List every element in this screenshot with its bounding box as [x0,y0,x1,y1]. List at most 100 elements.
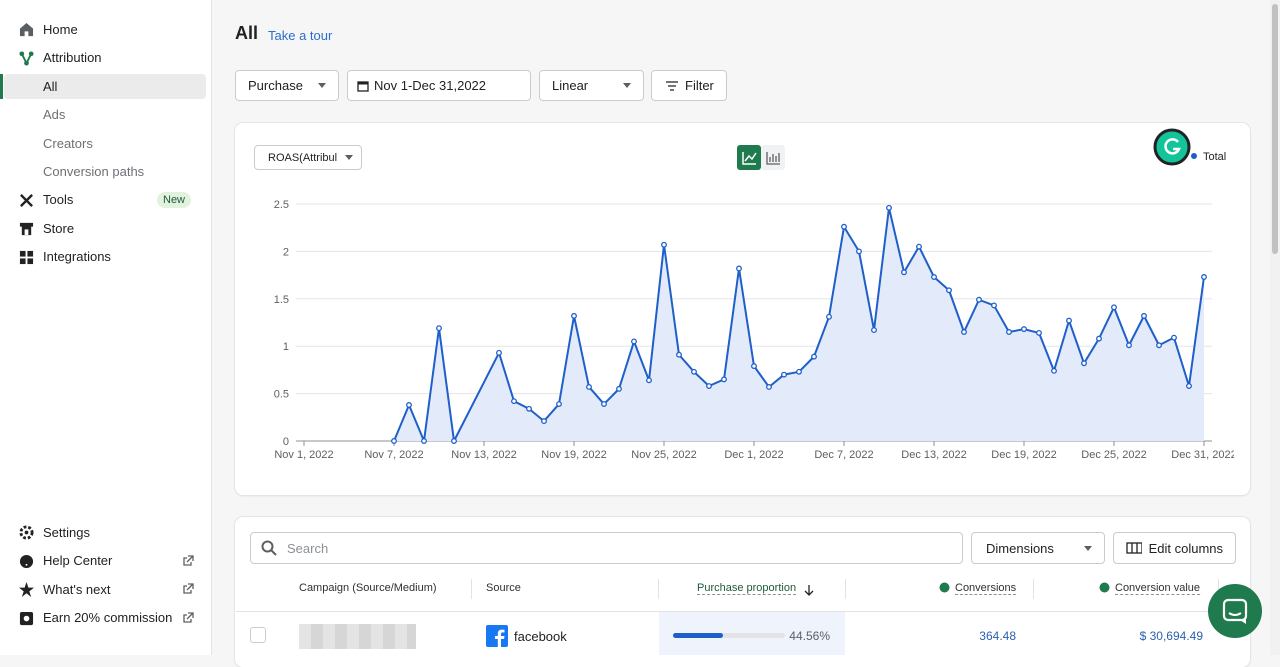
integrations-icon [19,250,34,265]
chart-type-toggle[interactable] [737,145,785,170]
date-picker[interactable]: Nov 1-Dec 31,2022 [347,70,531,101]
info-icon [939,582,950,593]
point [631,338,637,345]
nav-integrations[interactable]: Integrations [43,249,111,264]
point [1201,274,1207,280]
external-link-icons [183,555,194,623]
point [706,383,712,389]
metric-select[interactable]: ROAS(Attribul [254,145,362,170]
nav-settings[interactable]: Settings [43,525,90,540]
point [826,313,832,320]
nav-store[interactable]: Store [43,221,75,236]
filter-button[interactable]: Filter [651,70,727,101]
caret [1084,545,1092,551]
metric-value: ROAS(Attribul [268,151,338,164]
search-input[interactable]: Search [250,532,963,564]
column-separator [1218,579,1219,599]
nav-creators[interactable]: Creators [43,136,93,151]
point [931,274,937,280]
proportion-label: 44.56% [789,629,830,643]
y-tick-label: 0 [283,436,289,448]
event-value: Purchase [248,78,303,93]
attribution-icon [19,51,34,66]
point [1156,342,1162,349]
y-tick-label: 1.5 [274,294,289,306]
edit-columns-button[interactable]: Edit columns [1113,532,1236,564]
point [586,384,592,390]
point [526,405,532,412]
scrollbar [1270,0,1280,655]
x-tick-label: Nov 1, 2022 [274,449,333,461]
column-header[interactable]: Source [486,582,521,594]
active-indicator [0,74,3,99]
point [511,398,517,405]
assistant-badge [1153,128,1191,166]
line-chart: 0 0.5 1 1.5 2 2.5 Nov 1, 2022 Nov 7, 2022 Nov 13… [274,151,1250,463]
point [961,329,967,335]
nav-ads[interactable]: Ads [43,107,66,122]
point [1051,367,1057,374]
column-header[interactable]: Purchase proportion [697,582,797,595]
point [796,368,802,375]
caret [623,83,631,88]
tour-link[interactable]: Take a tour [268,28,333,43]
facebook-icon [486,625,508,647]
point [391,438,397,444]
nav-tools[interactable]: Tools [43,192,74,207]
whats-next-icon [19,582,34,597]
nav-help-center[interactable]: Help Center [43,553,113,568]
point [1036,329,1042,336]
conversion-value: $ 30,694.49 [1139,629,1203,643]
column-header[interactable]: Conversions [955,582,1017,595]
new-badge: New [157,192,192,208]
scroll-thumb[interactable] [1272,4,1278,254]
nav-whats-next[interactable]: What's next [43,582,111,597]
y-tick-label: 2.5 [274,199,289,211]
column-separator [658,579,659,599]
column-header[interactable]: Campaign (Source/Medium) [299,582,437,594]
point [571,312,577,319]
earn-icon [19,611,34,626]
x-tick-label: Dec 31, 2022 [1171,449,1236,461]
y-tick-label: 1 [283,341,289,353]
nav-conversion-paths[interactable]: Conversion paths [43,164,145,179]
point [1186,383,1192,389]
chat-button[interactable] [1208,584,1262,638]
point [1111,304,1117,311]
point [1141,312,1147,319]
nav-earn-commission[interactable]: Earn 20% commission [43,610,173,625]
nav-attribution[interactable]: Attribution [43,50,102,65]
source-name: facebook [514,629,567,644]
sort-arrow [804,585,814,596]
row-checkbox[interactable] [250,627,266,643]
info-icon [1099,582,1110,593]
caret [345,155,353,160]
chart-clip-mask [1234,423,1250,463]
conversions-value: 364.48 [979,629,1016,643]
active-highlight [4,74,206,99]
home-icon [19,22,34,37]
column-header[interactable]: Conversion value [1115,582,1200,595]
point [616,385,622,392]
settings-icon [19,525,34,540]
point [976,296,982,303]
x-tick-label: Nov 25, 2022 [631,449,696,461]
edit-columns-label: Edit columns [1148,540,1223,556]
help-icon [19,554,34,569]
point [1096,335,1102,342]
nav-all[interactable]: All [43,79,58,94]
point [541,418,547,425]
point [676,351,682,358]
dimensions-select[interactable]: Dimensions [971,532,1105,564]
point [691,368,697,375]
filter-label: Filter [685,78,714,93]
y-tick-label: 2 [283,246,289,258]
point [736,265,742,272]
chart-card: ROAS(Attribul 0 0.5 1 1.5 2 2.5 Nov 1, 2022 Nov… [235,123,1250,495]
nav-home[interactable]: Home [43,22,78,37]
event-select[interactable]: Purchase [235,70,339,101]
point [886,204,892,211]
point [1066,317,1072,324]
model-select[interactable]: Linear [539,70,644,101]
